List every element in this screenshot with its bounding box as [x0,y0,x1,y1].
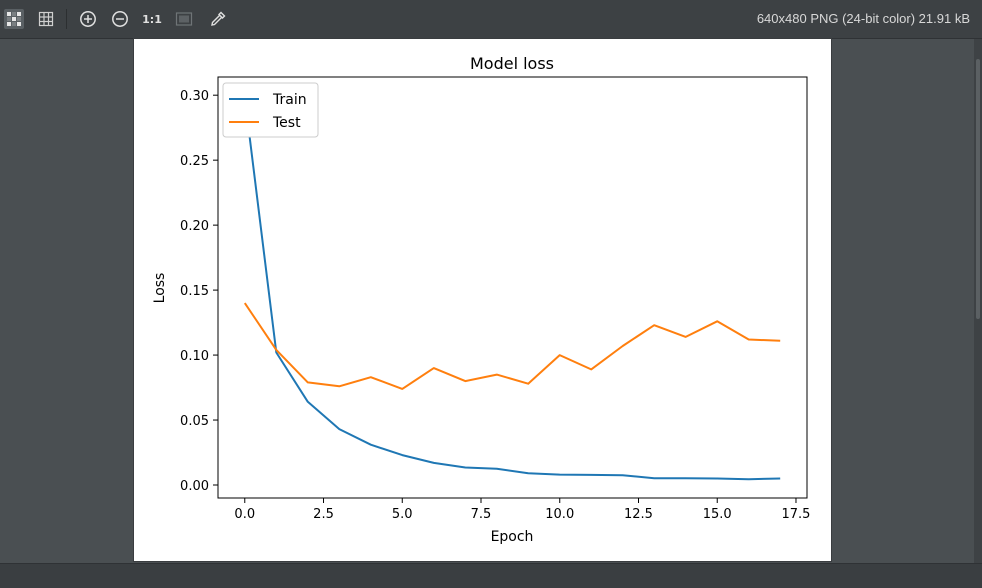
scrollbar-thumb[interactable] [976,59,980,319]
legend-label-train: Train [272,92,307,108]
viewer-toolbar: 1:1 640x480 PNG (24-bit color) 21.91 kB [0,0,982,39]
chart-legend: Train Test [222,82,319,138]
x-tick-label: 10.0 [545,507,574,522]
x-tick-label: 7.5 [471,507,492,522]
x-tick-label: 15.0 [703,507,732,522]
x-tick-label: 12.5 [624,507,653,522]
bottom-bar [0,563,982,588]
color-picker-icon[interactable] [208,9,228,29]
x-tick-label: 17.5 [781,507,810,522]
x-tick-label: 2.5 [313,507,334,522]
zoom-in-icon[interactable] [78,9,98,29]
image-info-status: 640x480 PNG (24-bit color) 21.91 kB [756,11,970,26]
y-tick-label: 0.30 [180,89,209,104]
fit-window-icon[interactable] [174,9,194,29]
series-line-train [243,97,781,481]
series-line-test [243,302,781,390]
x-tick-label: 5.0 [392,507,413,522]
zoom-out-icon[interactable] [110,9,130,29]
y-tick-label: 0.05 [180,414,209,429]
image-frame: Model loss 0.0 2.5 5.0 7.5 10.0 12.5 15.0 17.5 0… [134,39,831,561]
x-axis-label: Epoch [491,529,534,545]
y-tick-label: 0.10 [180,349,209,364]
y-axis-label: Loss [152,273,168,304]
chart-title: Model loss [470,54,554,73]
plot-area [217,76,808,499]
y-tick-label: 0.00 [180,479,209,494]
toolbar-divider [66,9,67,29]
legend-label-test: Test [272,115,301,131]
y-tick-label: 0.20 [180,219,209,234]
grid-icon[interactable] [36,9,56,29]
actual-size-button[interactable]: 1:1 [142,9,162,29]
loss-chart: Model loss 0.0 2.5 5.0 7.5 10.0 12.5 15.0 17.5 0… [152,54,810,545]
y-tick-label: 0.15 [180,284,209,299]
checkerboard-icon[interactable] [4,9,24,29]
actual-size-label: 1:1 [142,12,162,26]
x-tick-label: 0.0 [234,507,255,522]
vertical-scrollbar[interactable] [974,39,982,564]
y-tick-label: 0.25 [180,154,209,169]
